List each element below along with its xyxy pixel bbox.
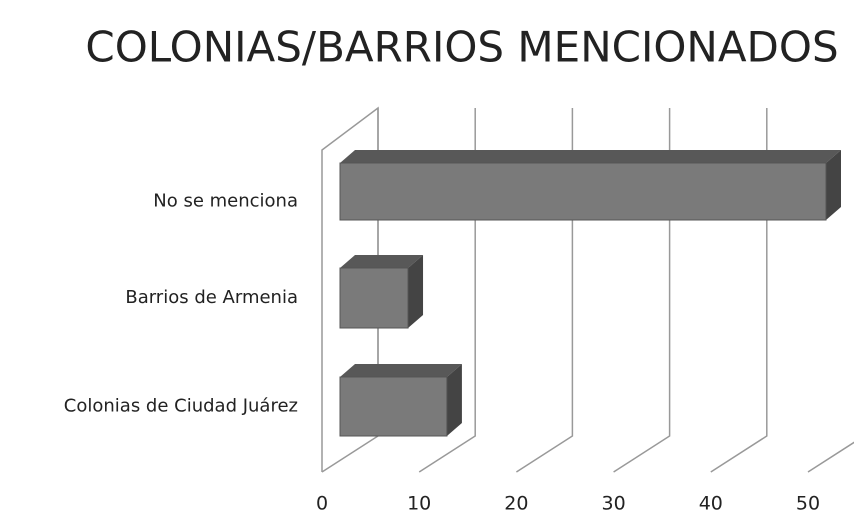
x-tick-label: 50 [796,493,820,515]
bar-side [446,364,462,436]
x-tick-label: 30 [602,493,626,515]
x-tick-label: 10 [407,493,431,515]
bar-front [339,267,409,329]
bar-side [826,150,841,220]
bar-front [339,376,448,437]
bar-top [340,255,424,268]
x-tick-label: 0 [316,493,328,515]
y-tick-label: Colonias de Ciudad Juárez [64,396,298,417]
x-tick-label: 20 [504,493,528,515]
bar-top [340,150,841,163]
bar [339,364,462,437]
bar [339,150,841,221]
chart-title: COLONIAS/BARRIOS MENCIONADOS [85,23,838,72]
x-tick-label: 40 [699,493,723,515]
y-tick-label: Barrios de Armenia [125,287,298,308]
bar-side [408,255,424,328]
y-tick-label: No se menciona [153,191,298,212]
bar [339,255,424,329]
bar-top [340,364,462,377]
grid-line [807,441,854,473]
bar-front [339,162,827,221]
